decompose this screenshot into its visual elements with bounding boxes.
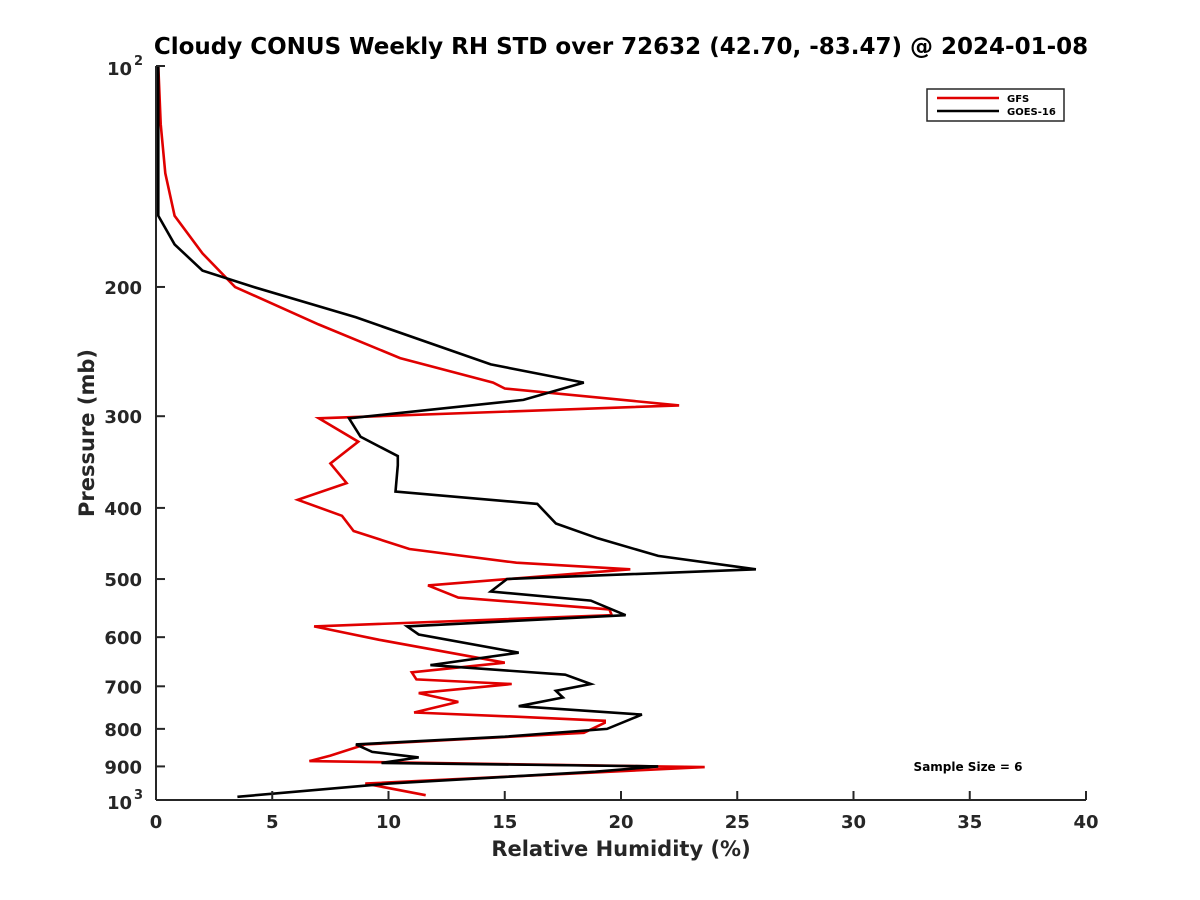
x-tick-label: 10 [376,812,401,833]
x-axis-label: Relative Humidity (%) [491,837,750,861]
y-tick-exponent: 2 [134,54,143,69]
legend-label: GOES-16 [1007,107,1056,118]
x-tick-label: 35 [957,812,982,833]
y-tick-exponent: 3 [134,788,143,803]
y-tick-power-label: 10 [107,793,132,814]
y-tick-label: 800 [104,720,142,741]
y-tick-label: 700 [104,677,142,698]
y-tick-label: 600 [104,628,142,649]
y-tick-label: 200 [104,278,142,299]
x-tick-label: 25 [725,812,750,833]
y-tick-label: 300 [104,407,142,428]
x-tick-label: 40 [1073,812,1098,833]
x-tick-label: 0 [150,812,163,833]
series-line-goes-16 [157,66,757,799]
x-tick-label: 30 [841,812,866,833]
axes-layer: 0 5 10 15 20 25 30 35 40 200 300 400 500 600 700 800 900… [104,54,1098,833]
y-tick-label: 500 [104,570,142,591]
legend-label: GFS [1007,94,1029,105]
legend: GFS GOES-16 [926,88,1065,122]
series-line-gfs [157,65,705,797]
x-tick-label: 15 [492,812,517,833]
chart-title: Cloudy CONUS Weekly RH STD over 72632 (4… [154,34,1088,60]
legend-box [926,88,1065,122]
x-tick-label: 5 [266,812,279,833]
y-tick-label: 900 [104,757,142,778]
y-tick-label: 400 [104,499,142,520]
y-tick-power-label: 10 [107,59,132,80]
y-axis-label: Pressure (mb) [75,349,99,517]
series-layer [157,65,757,799]
sample-size-annotation: Sample Size = 6 [914,760,1023,774]
x-tick-label: 20 [608,812,633,833]
